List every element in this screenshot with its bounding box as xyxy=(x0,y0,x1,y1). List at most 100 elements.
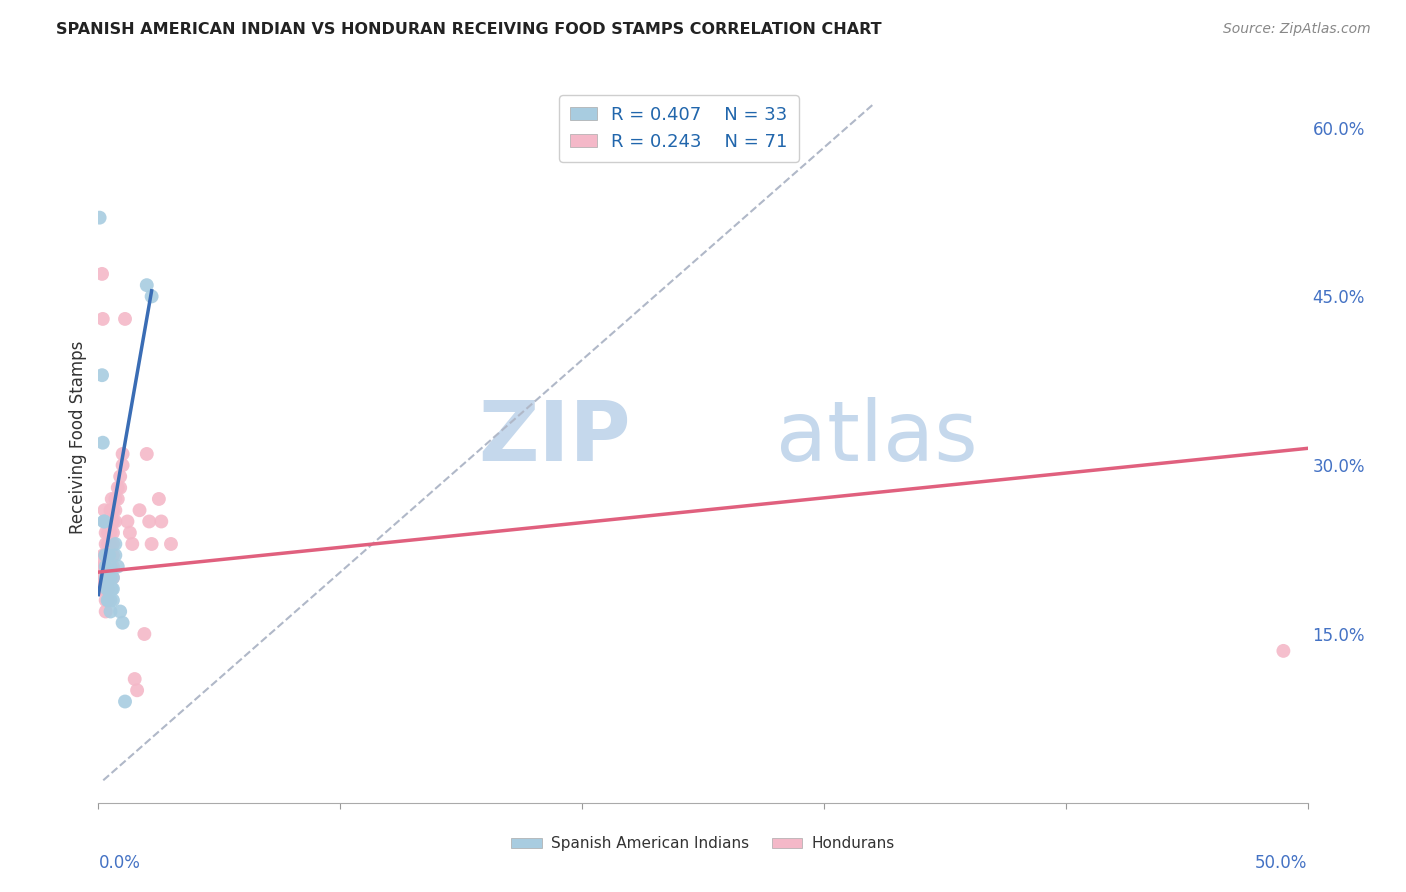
Point xyxy=(1272,644,1295,658)
Point xyxy=(111,458,134,473)
Point xyxy=(107,559,129,574)
Point xyxy=(93,503,115,517)
Text: Source: ZipAtlas.com: Source: ZipAtlas.com xyxy=(1223,22,1371,37)
Point xyxy=(128,503,150,517)
Point xyxy=(97,559,120,574)
Point xyxy=(100,525,122,540)
Point xyxy=(104,515,127,529)
Point xyxy=(111,447,134,461)
Point xyxy=(118,525,141,540)
Point xyxy=(96,582,118,596)
Point xyxy=(101,559,124,574)
Point xyxy=(91,548,114,562)
Point xyxy=(94,605,117,619)
Point xyxy=(101,515,124,529)
Point xyxy=(90,582,112,596)
Point xyxy=(114,694,136,708)
Point xyxy=(97,515,120,529)
Point xyxy=(101,525,124,540)
Point xyxy=(89,211,111,225)
Point xyxy=(100,491,122,506)
Point xyxy=(104,491,127,506)
Point xyxy=(97,593,120,607)
Point xyxy=(104,503,127,517)
Point xyxy=(121,537,143,551)
Point xyxy=(141,289,163,303)
Point xyxy=(100,537,122,551)
Point xyxy=(107,491,129,506)
Point xyxy=(100,582,122,596)
Point xyxy=(97,571,120,585)
Point xyxy=(94,525,117,540)
Point xyxy=(91,571,114,585)
Point xyxy=(111,615,134,630)
Text: ZIP: ZIP xyxy=(478,397,630,477)
Point xyxy=(135,278,157,293)
Point xyxy=(108,469,131,483)
Point xyxy=(97,593,120,607)
Legend: Spanish American Indians, Hondurans: Spanish American Indians, Hondurans xyxy=(505,830,901,857)
Point xyxy=(90,559,112,574)
Point xyxy=(94,571,117,585)
Point xyxy=(100,559,122,574)
Point xyxy=(94,537,117,551)
Point xyxy=(91,312,114,326)
Point xyxy=(101,582,124,596)
Point xyxy=(97,548,120,562)
Point xyxy=(91,435,114,450)
Point xyxy=(100,503,122,517)
Point xyxy=(101,503,124,517)
Point xyxy=(96,571,118,585)
Point xyxy=(97,537,120,551)
Point xyxy=(94,559,117,574)
Point xyxy=(100,582,122,596)
Point xyxy=(100,593,122,607)
Point xyxy=(91,559,114,574)
Point xyxy=(98,548,121,562)
Point xyxy=(100,515,122,529)
Point xyxy=(89,571,111,585)
Point xyxy=(94,582,117,596)
Point xyxy=(100,605,122,619)
Point xyxy=(94,571,117,585)
Point xyxy=(94,515,117,529)
Point xyxy=(127,683,149,698)
Point xyxy=(117,515,139,529)
Point xyxy=(97,582,120,596)
Point xyxy=(141,537,163,551)
Point xyxy=(97,525,120,540)
Point xyxy=(93,515,115,529)
Point xyxy=(138,515,160,529)
Point xyxy=(94,593,117,607)
Point xyxy=(101,537,124,551)
Point xyxy=(97,593,120,607)
Point xyxy=(97,548,120,562)
Y-axis label: Receiving Food Stamps: Receiving Food Stamps xyxy=(69,341,87,533)
Point xyxy=(94,548,117,562)
Point xyxy=(100,548,122,562)
Point xyxy=(135,447,157,461)
Text: SPANISH AMERICAN INDIAN VS HONDURAN RECEIVING FOOD STAMPS CORRELATION CHART: SPANISH AMERICAN INDIAN VS HONDURAN RECE… xyxy=(56,22,882,37)
Point xyxy=(93,515,115,529)
Point xyxy=(100,559,122,574)
Point xyxy=(134,627,156,641)
Point xyxy=(101,548,124,562)
Point xyxy=(107,481,129,495)
Point xyxy=(94,559,117,574)
Point xyxy=(91,582,114,596)
Point xyxy=(100,571,122,585)
Point xyxy=(124,672,146,686)
Point xyxy=(96,548,118,562)
Point xyxy=(97,582,120,596)
Point xyxy=(114,312,136,326)
Text: 0.0%: 0.0% xyxy=(98,854,141,872)
Text: atlas: atlas xyxy=(776,397,977,477)
Point xyxy=(108,481,131,495)
Point xyxy=(101,593,124,607)
Text: 50.0%: 50.0% xyxy=(1256,854,1308,872)
Point xyxy=(108,605,131,619)
Point xyxy=(97,571,120,585)
Point xyxy=(148,491,170,506)
Point xyxy=(104,548,127,562)
Point xyxy=(101,571,124,585)
